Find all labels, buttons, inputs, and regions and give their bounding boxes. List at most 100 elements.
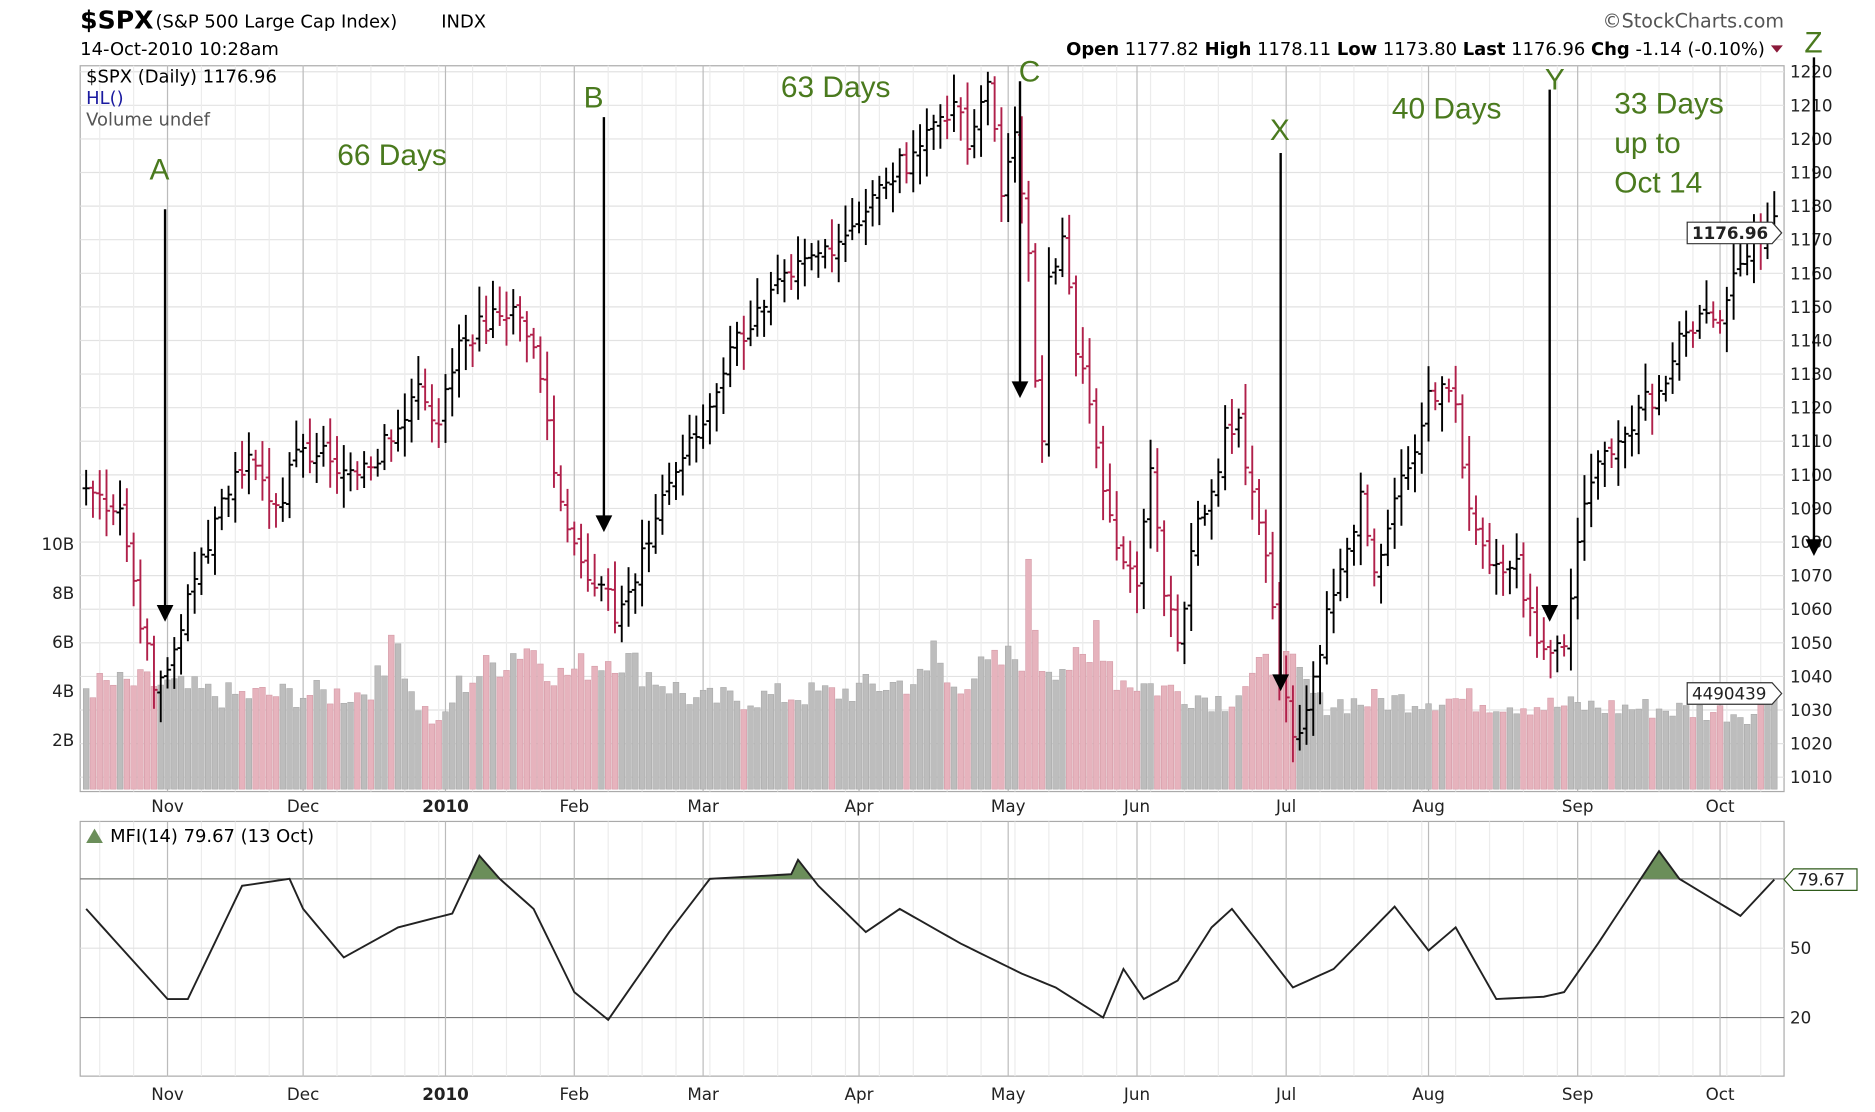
- price-bar: [624, 567, 633, 627]
- mfi-last-tag: [1783, 868, 1858, 891]
- price-bar: [1309, 661, 1317, 736]
- volume-bar: [869, 683, 876, 790]
- month-label: Apr: [845, 796, 874, 816]
- price-bar: [658, 474, 667, 535]
- volume-bar: [571, 668, 578, 790]
- price-bar: [814, 240, 822, 278]
- price-bar: [1235, 408, 1243, 448]
- price-bar: [1682, 310, 1690, 357]
- price-bar: [1601, 441, 1609, 487]
- volume-bar: [1215, 696, 1222, 790]
- volume-bar: [299, 697, 307, 790]
- price-bar: [916, 124, 924, 185]
- volume-bar: [510, 653, 517, 790]
- volume-bar: [1737, 717, 1744, 790]
- volume-bar: [1621, 704, 1629, 790]
- volume-bar: [733, 700, 741, 790]
- price-bar: [1391, 477, 1399, 549]
- volume-bar: [747, 705, 754, 790]
- price-bar: [245, 432, 253, 495]
- price-bar: [1607, 438, 1616, 469]
- price-bar: [1316, 645, 1324, 705]
- price-bar: [1546, 639, 1555, 679]
- volume-bar: [672, 682, 680, 790]
- price-bar: [170, 637, 178, 689]
- volume-bar: [279, 683, 286, 790]
- volume-bar: [849, 701, 856, 790]
- price-bar: [1099, 425, 1107, 521]
- volume-bar: [598, 670, 605, 790]
- price-bar: [1540, 617, 1548, 660]
- price-bar: [1689, 321, 1697, 348]
- price-bar: [1424, 366, 1433, 442]
- price-tick-label: 1040: [1790, 666, 1833, 686]
- volume-bar: [1120, 680, 1127, 790]
- price-bar: [509, 289, 517, 335]
- volume-bar: [442, 711, 449, 790]
- volume-bar: [360, 694, 368, 790]
- volume-bar: [1723, 721, 1730, 790]
- price-bar: [441, 374, 450, 443]
- price-bar: [1499, 544, 1507, 596]
- month-label: Sep: [1562, 1084, 1594, 1104]
- price-bar: [584, 533, 592, 592]
- price-bar: [1052, 258, 1060, 285]
- volume-bar: [944, 682, 951, 790]
- volume-bar: [1323, 715, 1331, 790]
- price-tick-label: 1150: [1790, 297, 1833, 317]
- volume-bar: [191, 676, 198, 790]
- price-bar: [428, 384, 436, 443]
- volume-bar: [1181, 704, 1188, 790]
- volume-bar: [1106, 661, 1114, 790]
- volume-bar: [232, 693, 239, 790]
- price-bar: [96, 470, 104, 520]
- price-bar: [421, 368, 429, 411]
- volume-bar: [476, 676, 483, 790]
- volume-bar: [401, 678, 408, 790]
- price-bar: [577, 523, 585, 579]
- price-bar: [1452, 365, 1460, 423]
- price-bar: [1492, 538, 1500, 595]
- price-bar: [780, 259, 789, 303]
- price-bar: [1716, 310, 1724, 334]
- price-bar: [360, 451, 368, 489]
- last-volume-tag: [1686, 682, 1783, 705]
- price-bar: [1587, 453, 1595, 528]
- volume-bar: [1344, 713, 1351, 790]
- volume-bar: [1662, 710, 1669, 790]
- volume-bar: [293, 707, 300, 790]
- legend-mfi: MFI(14) 79.67 (13 Oct): [110, 826, 314, 847]
- price-bar: [1709, 301, 1717, 328]
- legend-hl: HL(): [86, 88, 123, 109]
- volume-bar: [1235, 695, 1242, 790]
- month-label: May: [991, 796, 1026, 816]
- volume-bar: [408, 691, 415, 790]
- price-bar: [1696, 304, 1704, 339]
- price-bar: [1085, 338, 1094, 424]
- volume-bar: [910, 684, 917, 790]
- price-bar: [1201, 504, 1209, 526]
- price-bar: [279, 477, 287, 522]
- month-label: Jul: [1275, 796, 1296, 816]
- price-bar: [604, 568, 612, 611]
- volume-bar: [1025, 558, 1032, 790]
- price-bar: [1377, 543, 1385, 604]
- price-tick-label: 1050: [1790, 633, 1833, 653]
- price-bar: [1302, 685, 1311, 745]
- volume-bar: [1337, 699, 1344, 790]
- volume-bar: [862, 674, 869, 790]
- volume-bar: [89, 697, 97, 790]
- price-bar: [455, 324, 463, 398]
- price-bar: [1458, 394, 1467, 479]
- volume-bar: [1127, 687, 1134, 790]
- label-66-days: 66 Days: [337, 139, 447, 172]
- label-33-days: 33 Days: [1614, 88, 1724, 121]
- price-bar: [1702, 280, 1711, 324]
- volume-bar: [855, 682, 863, 790]
- price-tick-label: 1090: [1790, 498, 1833, 518]
- volume-bar: [1452, 698, 1459, 790]
- volume-bar: [977, 656, 985, 790]
- price-bar: [889, 162, 897, 213]
- price-bar: [1336, 548, 1344, 602]
- price-bar: [1174, 594, 1182, 652]
